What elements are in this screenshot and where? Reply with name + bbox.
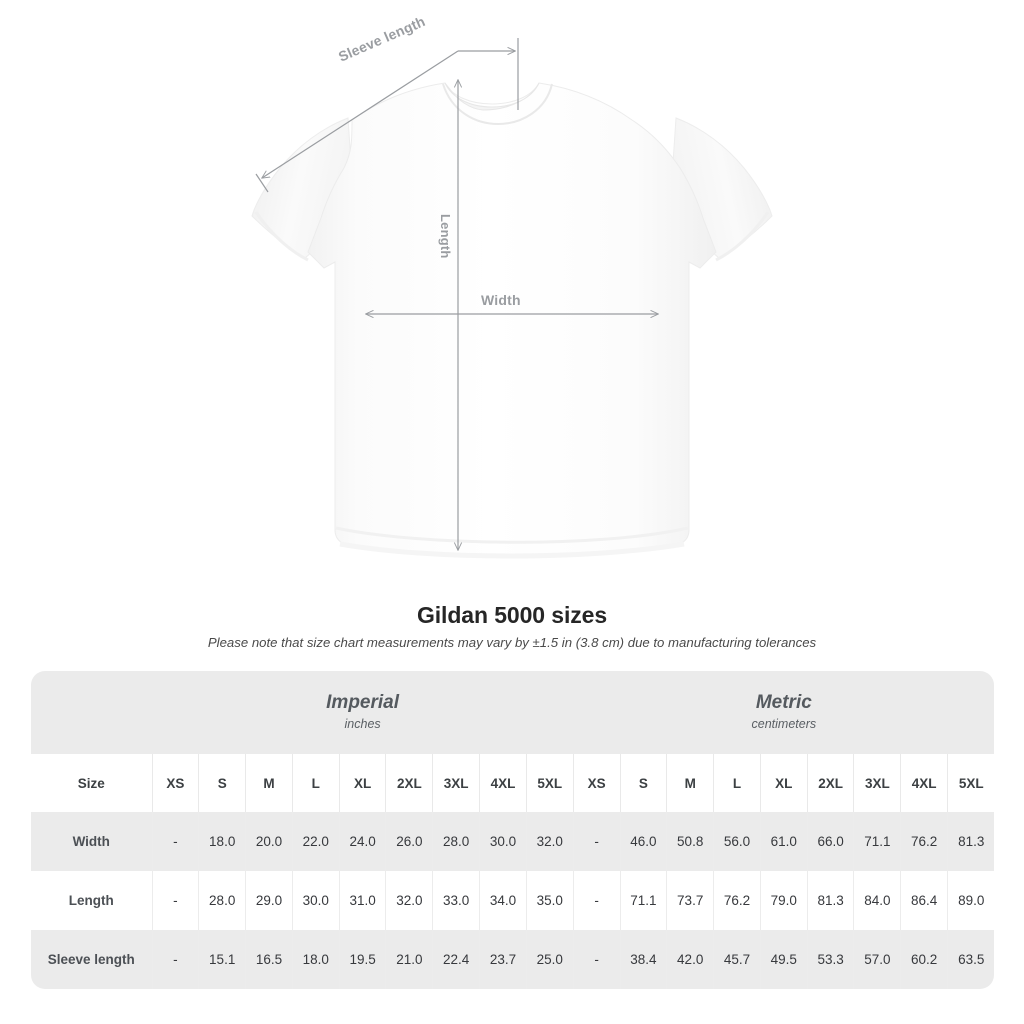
cell-width-metric-3xl: 71.1 — [853, 812, 901, 871]
unit-name-metric: Metric — [755, 692, 812, 714]
header-size-label: Size — [31, 754, 152, 812]
unit-sub-imperial: inches — [344, 717, 381, 731]
header-imperial-m: M — [245, 754, 293, 812]
cell-width-metric-5xl: 81.3 — [947, 812, 995, 871]
header-metric-l: L — [713, 754, 761, 812]
row-label-width: Width — [31, 812, 152, 871]
header-imperial-2xl: 2XL — [385, 754, 433, 812]
unit-section-metric: Metric centimeters — [573, 671, 995, 754]
cell-length-imperial-m: 29.0 — [245, 871, 293, 930]
table-row-width: Width - 18.0 20.0 22.0 24.0 26.0 28.0 30… — [31, 812, 995, 871]
cell-width-imperial-2xl: 26.0 — [385, 812, 433, 871]
cell-width-imperial-l: 22.0 — [291, 812, 340, 871]
cell-width-imperial-xl: 24.0 — [338, 812, 386, 871]
cell-sleeve-metric-s: 38.4 — [619, 930, 667, 989]
header-imperial-3xl: 3XL — [432, 754, 480, 812]
cell-sleeve-metric-3xl: 57.0 — [853, 930, 901, 989]
header-imperial-xs: XS — [151, 754, 199, 812]
cell-length-metric-xs: - — [572, 871, 620, 930]
unit-band-row: Imperial inches Metric centimeters — [31, 671, 995, 754]
cell-width-metric-s: 46.0 — [619, 812, 667, 871]
cell-length-imperial-4xl: 34.0 — [479, 871, 527, 930]
cell-width-imperial-4xl: 30.0 — [479, 812, 527, 871]
sleeve-length-arrow — [262, 50, 459, 178]
header-imperial-4xl: 4XL — [479, 754, 527, 812]
cell-width-metric-xl: 61.0 — [759, 812, 808, 871]
header-imperial-s: S — [198, 754, 246, 812]
cell-sleeve-imperial-s: 15.1 — [198, 930, 246, 989]
cell-sleeve-metric-l: 45.7 — [713, 930, 761, 989]
cell-length-metric-3xl: 84.0 — [853, 871, 901, 930]
header-imperial-5xl: 5XL — [525, 754, 574, 812]
header-imperial-xl: XL — [338, 754, 386, 812]
cell-width-imperial-s: 18.0 — [198, 812, 246, 871]
cell-sleeve-imperial-m: 16.5 — [245, 930, 293, 989]
header-metric-s: S — [619, 754, 667, 812]
header-metric-4xl: 4XL — [900, 754, 948, 812]
cell-length-metric-m: 73.7 — [666, 871, 714, 930]
table-row-sleeve-length: Sleeve length - 15.1 16.5 18.0 19.5 21.0… — [31, 930, 995, 989]
cell-length-metric-5xl: 89.0 — [947, 871, 995, 930]
size-header-row: Size XS S M L XL 2XL 3XL 4XL 5XL XS S M … — [31, 754, 995, 812]
width-label: Width — [481, 292, 521, 308]
cell-width-imperial-5xl: 32.0 — [525, 812, 574, 871]
header-metric-2xl: 2XL — [806, 754, 854, 812]
cell-sleeve-metric-2xl: 53.3 — [806, 930, 854, 989]
header-metric-3xl: 3XL — [853, 754, 901, 812]
cell-sleeve-metric-m: 42.0 — [666, 930, 714, 989]
cell-sleeve-imperial-xl: 19.5 — [338, 930, 386, 989]
shirt-silhouette — [251, 82, 773, 559]
dimension-lines — [255, 38, 658, 550]
row-label-length: Length — [31, 871, 152, 930]
page-subtitle: Please note that size chart measurements… — [207, 635, 817, 650]
unit-section-imperial: Imperial inches — [152, 671, 574, 754]
unit-band-spacer — [31, 671, 152, 754]
sleeve-end-tick — [255, 173, 269, 193]
header-metric-xl: XL — [759, 754, 808, 812]
cell-sleeve-imperial-2xl: 21.0 — [385, 930, 433, 989]
table-row-length: Length - 28.0 29.0 30.0 31.0 32.0 33.0 3… — [31, 871, 995, 930]
cell-length-metric-xl: 79.0 — [759, 871, 808, 930]
cell-length-imperial-2xl: 32.0 — [385, 871, 433, 930]
cell-length-metric-s: 71.1 — [619, 871, 667, 930]
cell-sleeve-metric-xl: 49.5 — [759, 930, 808, 989]
cell-length-metric-2xl: 81.3 — [806, 871, 854, 930]
cell-sleeve-imperial-4xl: 23.7 — [479, 930, 527, 989]
cell-width-metric-l: 56.0 — [713, 812, 761, 871]
length-label: Length — [438, 214, 453, 259]
cell-sleeve-imperial-3xl: 22.4 — [432, 930, 480, 989]
tshirt-diagram: Sleeve length Length Width — [251, 13, 773, 559]
unit-name-imperial: Imperial — [326, 692, 400, 714]
cell-sleeve-metric-5xl: 63.5 — [947, 930, 995, 989]
cell-width-imperial-3xl: 28.0 — [432, 812, 480, 871]
cell-sleeve-imperial-xs: - — [151, 930, 199, 989]
tshirt-illustration — [251, 38, 773, 559]
cell-sleeve-imperial-5xl: 25.0 — [525, 930, 574, 989]
cell-length-imperial-xs: - — [151, 871, 199, 930]
row-label-sleeve-length: Sleeve length — [31, 930, 152, 989]
unit-sub-metric: centimeters — [751, 717, 817, 731]
header-metric-5xl: 5XL — [947, 754, 995, 812]
page-title: Gildan 5000 sizes — [416, 602, 608, 628]
cell-width-imperial-xs: - — [151, 812, 199, 871]
cell-width-metric-xs: - — [572, 812, 620, 871]
cell-sleeve-imperial-l: 18.0 — [291, 930, 340, 989]
cell-width-imperial-m: 20.0 — [245, 812, 293, 871]
cell-length-metric-l: 76.2 — [713, 871, 761, 930]
cell-length-imperial-s: 28.0 — [198, 871, 246, 930]
cell-width-metric-2xl: 66.0 — [806, 812, 854, 871]
header-metric-m: M — [666, 754, 714, 812]
size-chart-table: Imperial inches Metric centimeters Size … — [31, 671, 995, 989]
cell-width-metric-m: 50.8 — [666, 812, 714, 871]
cell-width-metric-4xl: 76.2 — [900, 812, 948, 871]
cell-sleeve-metric-xs: - — [572, 930, 620, 989]
cell-length-imperial-5xl: 35.0 — [525, 871, 574, 930]
cell-length-imperial-3xl: 33.0 — [432, 871, 480, 930]
cell-length-metric-4xl: 86.4 — [900, 871, 948, 930]
header-metric-xs: XS — [572, 754, 620, 812]
cell-length-imperial-l: 30.0 — [291, 871, 340, 930]
cell-sleeve-metric-4xl: 60.2 — [900, 930, 948, 989]
header-imperial-l: L — [291, 754, 340, 812]
cell-length-imperial-xl: 31.0 — [338, 871, 386, 930]
